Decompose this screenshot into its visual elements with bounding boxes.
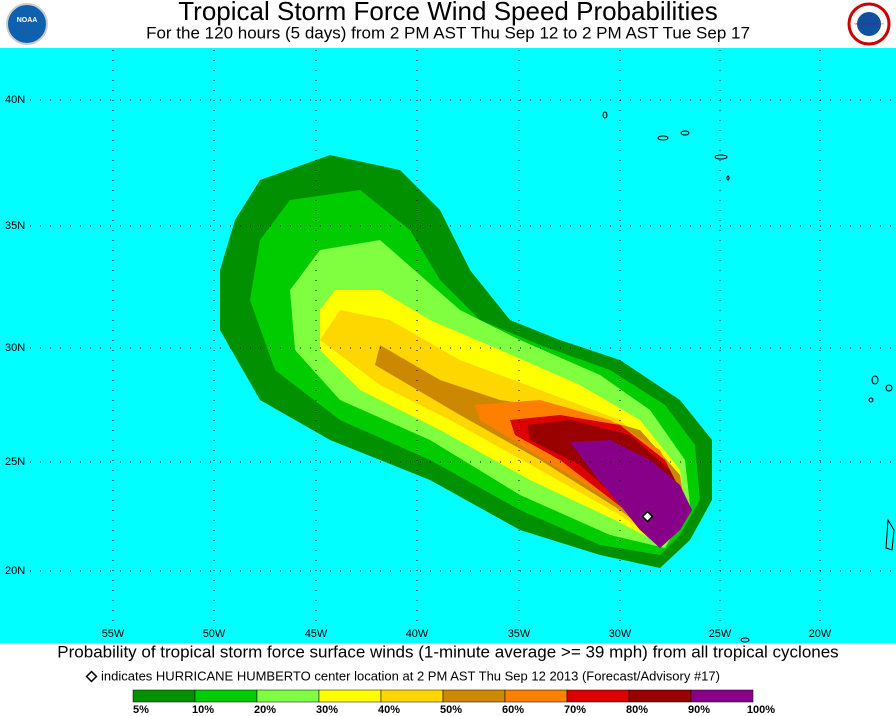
lon-label: 50W <box>203 628 226 640</box>
legend-label: 5% <box>133 704 149 716</box>
island <box>885 384 893 392</box>
island <box>602 111 608 119</box>
grid: 40N 35N 30N 25N 20N 55W 50W 45W 40W 35W 30W 25W 20W <box>5 50 896 640</box>
lon-label: 55W <box>102 628 125 640</box>
caption: Probability of tropical storm force surf… <box>57 642 838 661</box>
legend: 5% 10% 20% 30% 40% 50% 60% 70% 80% 90% 100% <box>132 689 775 716</box>
legend-swatch <box>318 689 382 703</box>
nws-logo-inner <box>857 12 881 36</box>
lon-label: 45W <box>305 628 328 640</box>
lat-label: 30N <box>5 342 25 354</box>
legend-swatch <box>132 689 196 703</box>
logo-text: NATIONAL WEATHER SERVICE <box>854 23 884 26</box>
legend-label: 50% <box>440 704 462 716</box>
legend-label: 80% <box>626 704 648 716</box>
lat-label: 35N <box>5 220 25 232</box>
legend-swatch <box>628 689 692 703</box>
legend-label: 40% <box>378 704 400 716</box>
island <box>726 175 730 181</box>
island <box>657 135 669 141</box>
islands <box>602 111 895 643</box>
lon-label: 20W <box>809 628 832 640</box>
legend-swatch <box>504 689 568 703</box>
caption-note: indicates HURRICANE HUMBERTO center loca… <box>101 668 720 683</box>
legend-label: 70% <box>564 704 586 716</box>
legend-swatch <box>442 689 506 703</box>
island <box>885 518 895 551</box>
legend-label: 30% <box>316 704 338 716</box>
legend-label: 90% <box>688 704 710 716</box>
island <box>680 130 690 136</box>
logo-right: NATIONAL WEATHER SERVICE <box>847 2 891 46</box>
contour <box>570 440 692 548</box>
lon-label: 30W <box>609 628 632 640</box>
legend-swatch <box>380 689 444 703</box>
lon-label: 35W <box>508 628 531 640</box>
island <box>871 375 879 385</box>
storm-center-marker <box>641 510 654 523</box>
lat-label: 40N <box>5 94 25 106</box>
logo-left: NOAA <box>6 3 48 45</box>
island <box>740 637 750 643</box>
legend-swatch <box>256 689 320 703</box>
legend-label: 10% <box>192 704 214 716</box>
probability-contours <box>220 155 712 568</box>
note-marker <box>85 670 98 683</box>
lon-label: 25W <box>709 628 732 640</box>
noaa-logo <box>6 3 48 45</box>
title: Tropical Storm Force Wind Speed Probabil… <box>178 0 717 26</box>
legend-label: 20% <box>254 704 276 716</box>
island <box>714 154 728 160</box>
legend-swatch <box>566 689 630 703</box>
legend-swatch <box>194 689 258 703</box>
legend-swatch <box>690 689 754 703</box>
lon-label: 40W <box>406 628 429 640</box>
island <box>868 397 874 403</box>
lat-label: 20N <box>5 565 25 577</box>
legend-label: 60% <box>502 704 524 716</box>
lat-label: 25N <box>5 456 25 468</box>
subtitle: For the 120 hours (5 days) from 2 PM AST… <box>146 23 750 42</box>
logo-text: NOAA <box>17 17 38 24</box>
legend-label: 100% <box>747 704 775 716</box>
